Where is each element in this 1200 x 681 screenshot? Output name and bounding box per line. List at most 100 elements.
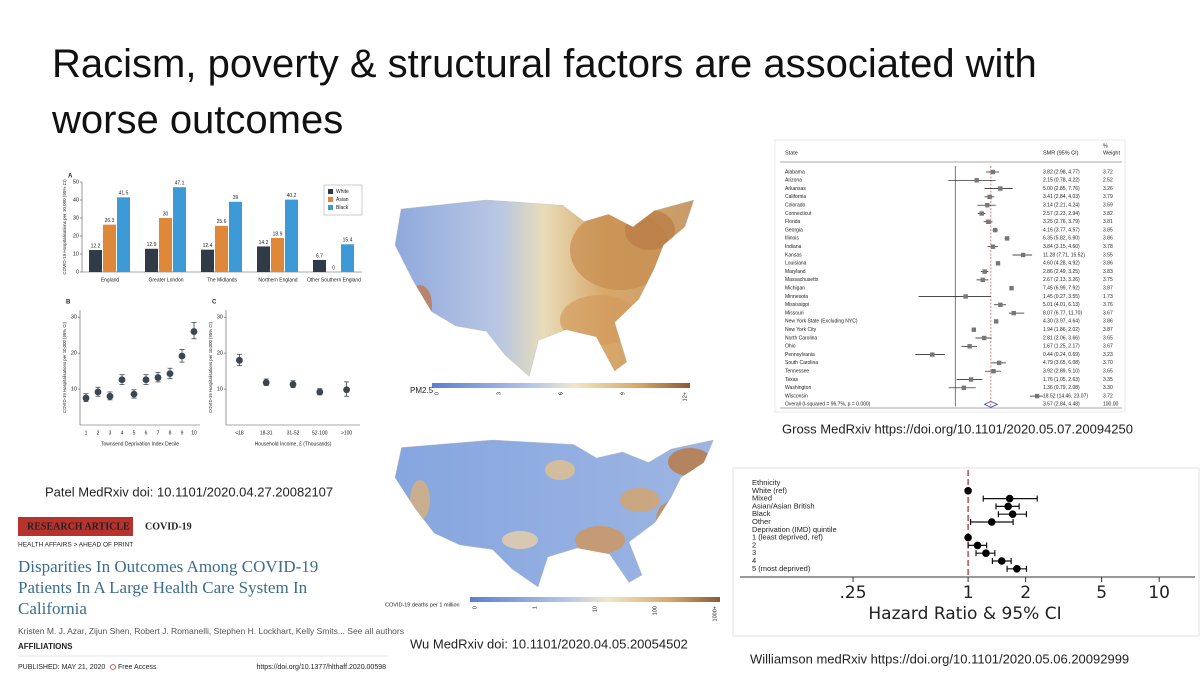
weight-label: 3.65 [1103,335,1113,341]
estimate-label: 8.07 (6.77, 11.70) [1043,310,1082,316]
estimate-label: 18.52 (14.46, 23.07) [1043,393,1088,399]
x-tick-label: 9 [181,430,184,436]
value-label: 40.2 [287,193,297,199]
legend-label: 12+ [682,392,688,401]
legend-label: 0 [472,606,478,609]
row-label: Louisiana [785,261,807,267]
estimate-label: 7.45 (6.99, 7.92) [1043,286,1080,292]
value-label: 26.3 [105,218,115,224]
figure-frame [774,139,1126,413]
estimate-label: 2.81 (2.06, 3.66) [1043,335,1080,341]
point [106,392,114,400]
estimate-label: 1.94 (1.86, 2.02) [1043,327,1080,333]
point [1034,393,1040,399]
point [1011,310,1016,316]
point [1005,494,1014,503]
point [979,211,984,216]
bar [145,248,158,272]
point [166,370,174,378]
x-tick-label: 52-100 [312,430,328,436]
row-label: New York City [785,327,817,333]
map-region [545,460,575,480]
article-title[interactable]: Disparities In Outcomes Among COVID-19 P… [18,557,319,618]
legend-label: Black [336,205,349,211]
estimate-label: 4.30 (3.97, 4.64) [1043,319,1080,325]
panel-label: B [66,300,71,306]
point [996,360,1002,366]
point [987,194,992,200]
published-date: PUBLISHED: MAY 21, 2020 [18,664,105,671]
header-label: % [1103,143,1108,149]
point [1004,502,1012,511]
point [1004,236,1010,241]
x-tick-label: Greater London [148,277,183,283]
colorbar [470,597,720,602]
map-region [408,285,432,325]
header-label: Weight [1103,150,1120,156]
map-region [560,295,640,345]
x-tick-label: 3 [109,430,112,436]
row-label: Indiana [785,244,802,250]
point [1008,510,1017,518]
point [981,335,987,341]
row-label: Massachusetts [785,277,819,283]
point [118,376,126,384]
doi-link: https://doi.org/10.1377/hlthaff.2020.005… [257,664,387,671]
estimate-label: 11.28 (7.71, 15.52) [1043,252,1085,258]
panel-label: A [68,174,73,180]
bar [257,246,270,272]
estimate-label: 4.16 (3.77, 4.57) [1043,227,1080,233]
x-tick-label: 18-31 [260,430,273,436]
bar [341,244,354,272]
header-label: State [785,150,798,156]
row-label: Wisconsin [785,393,808,399]
x-tick-label: 5 [1096,583,1107,603]
x-axis-label: Townsend Deprivation Index Decile [101,441,179,447]
row-label: New York State (Excluding NYC) [785,319,858,325]
weight-label: 3.23 [1103,352,1113,358]
row-label: 3 [752,548,756,557]
legend-swatch [328,189,333,194]
weight-label: 3.81 [1103,219,1113,225]
point [964,533,972,542]
row-label: Tennessee [785,369,809,375]
point [968,377,974,382]
value-label: 39 [233,195,239,201]
estimate-label: 3.92 (2.89, 5.10) [1043,369,1080,375]
y-tick-label: 20 [71,351,77,357]
point [154,374,162,381]
legend-label: Asian [336,197,349,203]
value-label: 15.4 [343,238,353,244]
x-tick-label: 31-52 [287,430,300,436]
row-label: Other [752,517,771,526]
x-tick-label: The Midlands [207,277,238,283]
value-label: 6.7 [316,253,323,259]
weight-label: 3.75 [1103,277,1113,283]
slide-title: Racism, poverty & structural factors are… [52,42,1037,142]
row-label: North Carolina [785,335,817,341]
value-label: 47.1 [175,181,185,187]
bar [313,259,326,272]
colorbar [432,383,690,388]
x-tick-label: 4 [121,430,124,436]
bar [271,237,284,272]
weight-label: 3.87 [1103,327,1113,333]
weight-label: 3.72 [1103,169,1113,175]
row-label: Connecticut [785,211,812,217]
overall-diamond [983,400,999,408]
y-tick-label: 20 [73,233,79,239]
legend-label: 6 [558,392,564,395]
value-label: 0 [332,265,335,271]
map-region [502,531,538,549]
weight-label: 3.76 [1103,302,1113,308]
row-label: Alabama [785,169,805,175]
y-tick-label: 30 [217,315,223,321]
bar [89,250,102,272]
estimate-label: 1.67 (1.25, 2.17) [1043,344,1080,350]
y-axis-label: COVID-19 Hospitalisations per 10,000 (95… [62,321,67,413]
weight-label: 3.26 [1103,186,1113,192]
row-label: 4 [752,556,756,565]
x-tick-label: 8 [169,430,172,436]
estimate-label: 3.84 (3.15, 4.60) [1043,244,1080,250]
